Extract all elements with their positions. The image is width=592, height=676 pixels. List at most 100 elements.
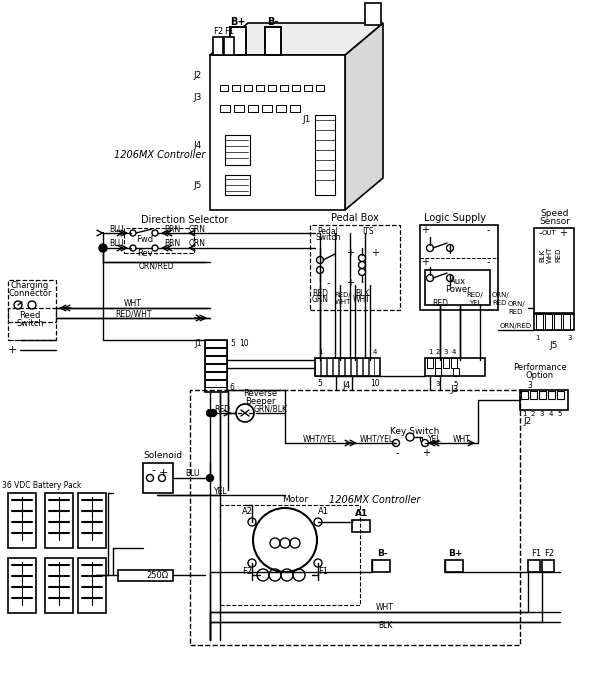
Text: ITS: ITS	[362, 226, 374, 235]
Bar	[220, 85, 228, 91]
Text: -: -	[486, 225, 490, 235]
Text: 3: 3	[436, 381, 440, 387]
Text: ORN/RED: ORN/RED	[500, 323, 532, 329]
Bar	[451, 358, 457, 368]
Text: RED/: RED/	[334, 292, 352, 298]
Text: RED: RED	[214, 404, 230, 414]
Bar	[530, 391, 537, 399]
Bar	[445, 560, 463, 572]
Text: +: +	[346, 248, 354, 258]
Text: BRN: BRN	[164, 239, 180, 249]
Bar	[220, 105, 230, 112]
Text: 2: 2	[531, 411, 535, 417]
Text: YEL: YEL	[214, 487, 228, 496]
Text: ORN: ORN	[188, 239, 205, 249]
Bar	[304, 85, 312, 91]
Bar	[143, 463, 173, 493]
Text: BLU: BLU	[185, 470, 200, 479]
Bar	[321, 358, 326, 376]
Text: +: +	[422, 448, 430, 458]
Bar	[443, 358, 449, 368]
Bar	[205, 356, 227, 363]
Circle shape	[210, 410, 217, 416]
Text: 3: 3	[527, 381, 532, 389]
Text: +: +	[559, 228, 567, 238]
Bar	[520, 390, 568, 410]
Text: -: -	[326, 278, 330, 288]
Text: OUT: OUT	[542, 230, 556, 236]
Bar	[435, 358, 441, 368]
Text: Connector: Connector	[8, 289, 52, 299]
Text: WHT: WHT	[547, 247, 553, 263]
Bar	[230, 27, 246, 55]
Bar	[205, 348, 227, 355]
Bar	[45, 493, 73, 548]
Bar	[78, 493, 106, 548]
Bar	[234, 105, 244, 112]
Bar	[315, 358, 320, 376]
Text: WHT: WHT	[353, 295, 371, 304]
Text: Performance: Performance	[513, 364, 567, 372]
Text: A1: A1	[355, 508, 369, 518]
Bar	[315, 115, 335, 195]
Text: Switch: Switch	[16, 318, 44, 327]
Text: Sensor: Sensor	[539, 216, 571, 226]
Bar	[8, 308, 56, 340]
Bar	[310, 225, 400, 310]
Text: 4: 4	[549, 411, 553, 417]
Bar	[45, 558, 73, 613]
Text: -: -	[10, 335, 14, 345]
Bar	[534, 228, 574, 313]
Bar	[333, 358, 338, 376]
Text: 5: 5	[230, 339, 235, 349]
Polygon shape	[210, 23, 383, 55]
Text: 3: 3	[568, 335, 572, 341]
Text: Beeper: Beeper	[244, 397, 275, 406]
Bar	[339, 358, 344, 376]
Text: B-: B-	[377, 548, 387, 558]
Bar	[365, 3, 381, 25]
Bar	[225, 175, 250, 195]
Text: A1: A1	[317, 508, 329, 516]
Text: 1206MX Controller: 1206MX Controller	[114, 150, 205, 160]
Bar	[542, 560, 554, 572]
Bar	[372, 560, 390, 572]
Text: 6: 6	[230, 383, 235, 393]
Text: J4: J4	[343, 381, 351, 391]
Bar	[232, 85, 240, 91]
Bar	[220, 505, 360, 605]
Bar	[528, 560, 540, 572]
Bar	[190, 390, 520, 645]
Text: J1: J1	[194, 339, 202, 349]
Bar	[315, 358, 380, 376]
Bar	[363, 358, 368, 376]
Bar	[280, 85, 288, 91]
Text: 1: 1	[428, 349, 432, 355]
Bar	[210, 55, 345, 210]
Text: 3: 3	[444, 349, 448, 355]
Text: RED: RED	[432, 299, 448, 308]
Bar	[351, 358, 356, 376]
Text: -: -	[395, 448, 399, 458]
Text: BLU: BLU	[110, 239, 124, 249]
Text: Pedal Box: Pedal Box	[331, 213, 379, 223]
Text: BRN: BRN	[164, 224, 180, 233]
Bar	[548, 391, 555, 399]
Text: F2: F2	[242, 567, 252, 577]
Bar	[124, 228, 194, 253]
Text: J5: J5	[550, 341, 558, 350]
Text: RED/: RED/	[466, 292, 484, 298]
Bar	[345, 358, 350, 376]
Bar	[539, 391, 546, 399]
Bar	[205, 340, 227, 392]
Text: +: +	[7, 345, 17, 355]
Bar	[290, 105, 300, 112]
Text: Pedal: Pedal	[317, 226, 339, 235]
Bar	[265, 27, 281, 55]
Text: ORN/RED: ORN/RED	[138, 262, 174, 270]
Bar	[230, 27, 246, 55]
Text: Rev: Rev	[137, 249, 153, 258]
Bar	[453, 368, 459, 376]
Text: +: +	[346, 278, 354, 288]
Bar	[435, 368, 441, 376]
